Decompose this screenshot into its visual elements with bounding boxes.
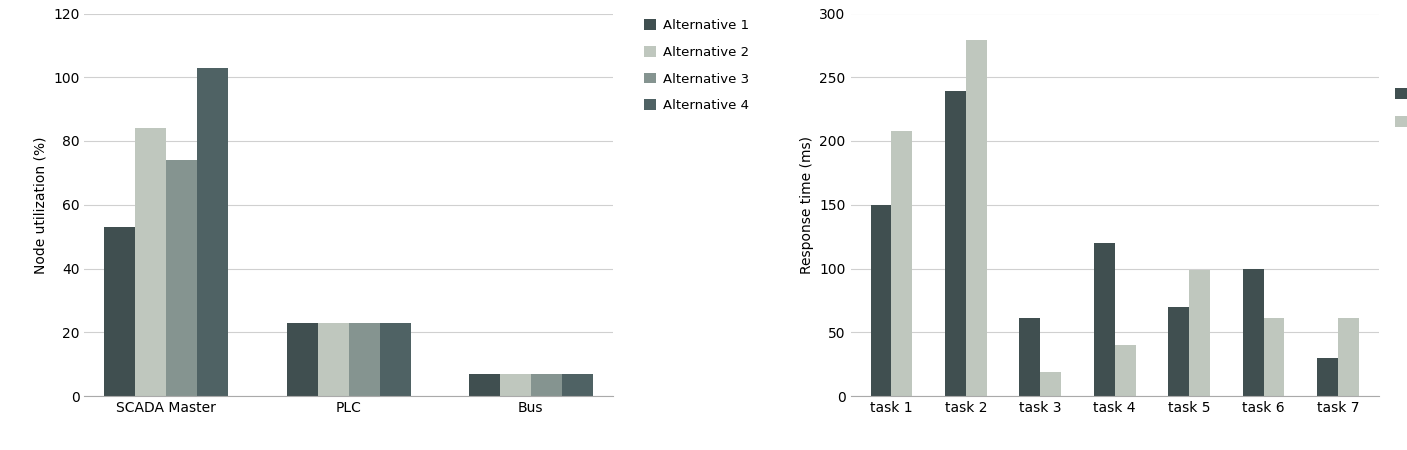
Bar: [1168, 307, 1189, 396]
Legend: Alternative 1, Alternative 3: Alternative 1, Alternative 3: [1390, 82, 1407, 135]
Bar: [499, 374, 530, 396]
Bar: [287, 323, 318, 396]
Bar: [946, 91, 965, 396]
Bar: [871, 205, 892, 396]
Bar: [1242, 269, 1263, 396]
Bar: [1317, 358, 1338, 396]
Bar: [318, 323, 349, 396]
Bar: [135, 128, 166, 396]
Bar: [1040, 372, 1061, 396]
Bar: [1020, 318, 1040, 396]
Bar: [349, 323, 380, 396]
Bar: [1114, 345, 1135, 396]
Bar: [1189, 270, 1210, 396]
Bar: [892, 131, 912, 396]
Bar: [1338, 318, 1359, 396]
Bar: [166, 160, 197, 396]
Y-axis label: Node utilization (%): Node utilization (%): [34, 136, 48, 274]
Bar: [965, 40, 986, 396]
Bar: [530, 374, 561, 396]
Bar: [469, 374, 499, 396]
Bar: [1093, 243, 1114, 396]
Bar: [104, 227, 135, 396]
Bar: [1263, 318, 1285, 396]
Y-axis label: Response time (ms): Response time (ms): [799, 136, 813, 274]
Legend: Alternative 1, Alternative 2, Alternative 3, Alternative 4: Alternative 1, Alternative 2, Alternativ…: [639, 14, 754, 118]
Bar: [197, 68, 228, 396]
Bar: [380, 323, 411, 396]
Bar: [561, 374, 592, 396]
